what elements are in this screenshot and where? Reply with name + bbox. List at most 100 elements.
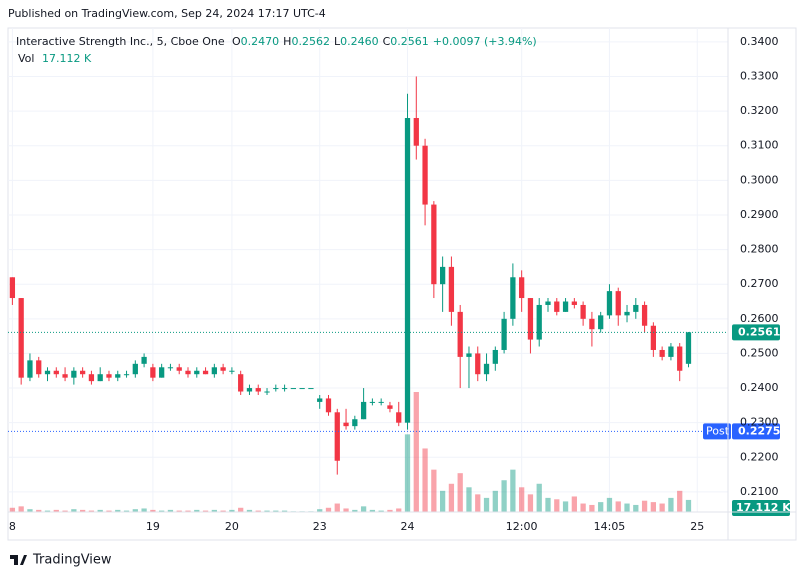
candle-body xyxy=(273,388,279,390)
candle-body xyxy=(422,145,428,205)
candle-body xyxy=(659,349,665,357)
symbol: Interactive Strength Inc., 5, Cboe One xyxy=(16,35,225,48)
volume-bar xyxy=(360,506,367,512)
volume-bar xyxy=(413,392,419,512)
volume-bar xyxy=(80,509,86,512)
candle-body xyxy=(281,388,288,390)
x-tick-label: 23 xyxy=(313,520,327,533)
y-tick-label: 0.3200 xyxy=(740,104,779,117)
candle-body xyxy=(685,332,692,364)
candle-body xyxy=(44,370,51,375)
ohlc-key: L xyxy=(334,35,341,48)
candle-body xyxy=(387,405,393,409)
candle-body xyxy=(36,360,42,375)
volume-bar xyxy=(527,494,534,512)
volume-bar xyxy=(123,510,130,512)
volume-bar xyxy=(624,503,630,512)
volume-bar xyxy=(352,509,358,512)
volume-bar xyxy=(334,503,340,512)
volume-bar xyxy=(492,490,498,512)
candle-body xyxy=(571,301,577,305)
candle-body xyxy=(492,349,498,364)
candle-body xyxy=(501,318,507,350)
candle-body xyxy=(194,370,200,375)
change: +0.0097 (+3.94%) xyxy=(433,35,537,48)
candle-body xyxy=(475,353,481,375)
volume-bar xyxy=(185,510,191,512)
volume-bar xyxy=(615,501,621,512)
volume-bar xyxy=(641,500,648,512)
candle-body xyxy=(308,388,314,390)
volume-bar xyxy=(440,490,446,512)
ohlc-value: 0.2460 xyxy=(340,35,379,48)
y-tick-label: 0.3100 xyxy=(740,139,779,152)
candle-body xyxy=(562,301,569,312)
candle-body xyxy=(668,346,674,357)
y-tick-label: 0.2900 xyxy=(740,208,779,221)
volume-bar xyxy=(475,494,481,512)
candle-body xyxy=(115,374,121,378)
volume-label: 17.112 K xyxy=(736,501,791,514)
y-tick-label: 0.2800 xyxy=(740,243,779,256)
volume-bar xyxy=(202,510,209,512)
candle-body xyxy=(431,204,437,285)
candle-body xyxy=(615,291,621,316)
volume-bar xyxy=(571,496,577,512)
candle-body xyxy=(554,301,560,312)
volume-bar xyxy=(378,510,384,512)
volume-bar xyxy=(668,497,674,512)
candle-body xyxy=(264,391,270,393)
volume-bar xyxy=(44,510,51,512)
candle-body xyxy=(159,367,165,378)
volume-bar xyxy=(36,509,42,512)
ohlc-value: 0.2470 xyxy=(241,35,280,48)
x-tick-label: 14:05 xyxy=(594,520,626,533)
volume-bar xyxy=(519,487,525,512)
x-tick-label: 20 xyxy=(225,520,239,533)
volume-bar xyxy=(71,509,77,512)
candle-body xyxy=(123,374,130,376)
volume-bar xyxy=(536,483,542,512)
volume-bar xyxy=(106,510,112,512)
candle-body xyxy=(466,353,472,357)
candle-body xyxy=(167,367,174,369)
candle-body xyxy=(220,367,226,371)
volume-bar xyxy=(273,510,279,512)
volume-bar xyxy=(659,503,665,512)
volume-bar xyxy=(325,507,332,512)
candle-body xyxy=(343,422,349,427)
candle-body xyxy=(246,388,253,392)
volume-bar xyxy=(369,509,376,512)
published-note: Published on TradingView.com, Sep 24, 20… xyxy=(8,7,326,20)
volume-bar xyxy=(343,508,349,512)
volume-bar xyxy=(176,510,182,512)
candle-body xyxy=(545,301,551,305)
candle-body xyxy=(598,315,604,330)
candle-body xyxy=(352,419,358,427)
volume-bar xyxy=(220,510,226,512)
volume-bar xyxy=(677,490,683,512)
candle-body xyxy=(334,412,340,461)
candle-body xyxy=(650,325,656,350)
volume-bar xyxy=(255,510,261,512)
volume-bar xyxy=(562,501,569,512)
candle-body xyxy=(176,367,182,371)
candle-body xyxy=(71,370,77,378)
volume-bar xyxy=(317,509,323,512)
volume-bar xyxy=(598,502,604,512)
candle-body xyxy=(18,298,24,378)
candle-body xyxy=(238,374,244,392)
volume-bar xyxy=(633,504,639,512)
volume-bar xyxy=(606,497,613,512)
volume-bar xyxy=(211,509,217,512)
y-tick-label: 0.2200 xyxy=(740,450,779,463)
candle-body xyxy=(27,360,33,378)
candle-body xyxy=(404,118,411,423)
volume-bar xyxy=(53,509,59,512)
candle-body xyxy=(624,311,630,316)
last-price-box xyxy=(732,324,780,341)
volume-bar xyxy=(457,473,463,512)
ohlc-value: 0.2562 xyxy=(291,35,330,48)
candle-body xyxy=(510,277,516,319)
